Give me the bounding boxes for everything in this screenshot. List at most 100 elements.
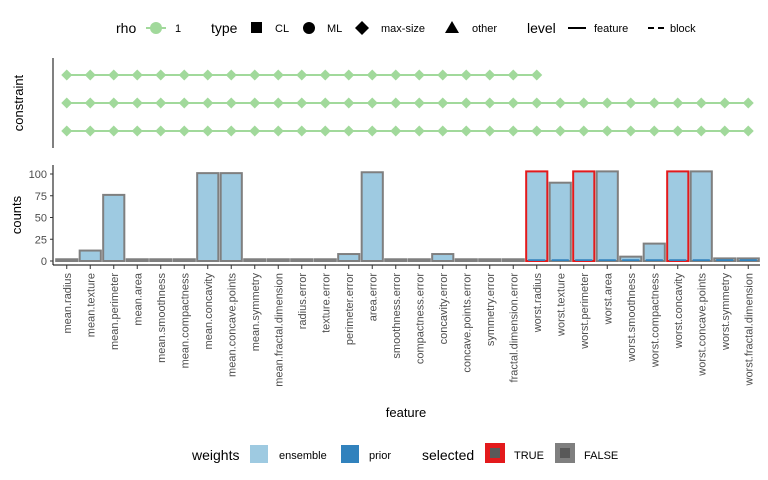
constraint-point-r3-worst.perimeter — [578, 125, 590, 137]
legend-type-ml-label: ML — [327, 23, 342, 35]
constraint-point-r1-symmetry.error — [484, 69, 496, 81]
xtick-label-mean.compactness: mean.compactness — [179, 273, 191, 369]
constraint-point-r3-worst.concave.points — [695, 125, 707, 137]
xtick-label-worst.concave.points: worst.concave.points — [696, 273, 708, 377]
constraint-point-r3-mean.compactness — [178, 125, 190, 137]
ytick-label-0: 0 — [41, 256, 47, 268]
constraint-point-r2-worst.concavity — [672, 97, 684, 109]
xtick-label-mean.fractal.dimension: mean.fractal.dimension — [273, 273, 285, 387]
constraint-point-r1-mean.fractal.dimension — [272, 69, 284, 81]
constraint-point-r2-fractal.dimension.error — [507, 97, 519, 109]
legend-level-block-label: block — [670, 23, 696, 35]
constraint-point-r2-worst.perimeter — [578, 97, 590, 109]
legend-weights-ensemble-label: ensemble — [279, 450, 327, 462]
constraint-point-r2-mean.compactness — [178, 97, 190, 109]
constraint-point-r2-mean.smoothness — [155, 97, 167, 109]
bar-ensemble-worst.concavity — [666, 170, 690, 262]
bar-ensemble-worst.texture — [548, 181, 572, 262]
constraint-point-r3-worst.smoothness — [625, 125, 637, 137]
xtick-label-mean.symmetry: mean.symmetry — [250, 273, 262, 352]
xtick-label-concavity.error: concavity.error — [438, 273, 450, 345]
xtick-label-compactness.error: compactness.error — [414, 273, 426, 364]
legend-type-diamond-icon — [355, 21, 369, 35]
constraint-point-r3-mean.texture — [84, 125, 96, 137]
constraint-point-r3-area.error — [366, 125, 378, 137]
counts-panel: counts 0 25 50 75 100 mean.radius mean.textur… — [9, 165, 760, 420]
xtick-label-worst.perimeter: worst.perimeter — [579, 273, 591, 350]
constraint-point-r3-worst.compactness — [648, 125, 660, 137]
xtick-label-area.error: area.error — [367, 273, 379, 322]
constraint-point-r2-mean.concave.points — [225, 97, 237, 109]
constraint-point-r1-mean.radius — [61, 69, 73, 81]
xtick-label-worst.symmetry: worst.symmetry — [720, 273, 732, 352]
legend-weights-ensemble-key — [250, 445, 268, 463]
xtick-label-fractal.dimension.error: fractal.dimension.error — [508, 273, 520, 383]
constraint-point-r1-area.error — [366, 69, 378, 81]
bar-ensemble-mean.fractal.dimension — [266, 258, 290, 263]
constraint-point-r1-compactness.error — [413, 69, 425, 81]
bar-ensemble-mean.perimeter — [102, 193, 126, 263]
constraint-point-r2-worst.radius — [531, 97, 543, 109]
constraint-point-r2-concave.points.error — [460, 97, 472, 109]
bar-prior-worst.concave.points — [692, 259, 710, 261]
ytick-label-100: 100 — [29, 169, 47, 181]
constraint-point-r1-mean.concavity — [202, 69, 214, 81]
constraint-point-r3-concavity.error — [437, 125, 449, 137]
constraint-point-r3-compactness.error — [413, 125, 425, 137]
constraint-point-r2-perimeter.error — [343, 97, 355, 109]
xtick-label-symmetry.error: symmetry.error — [485, 273, 497, 346]
ytick-label-75: 75 — [35, 191, 47, 203]
constraint-point-r1-radius.error — [296, 69, 308, 81]
constraint-point-r3-mean.perimeter — [108, 125, 120, 137]
constraint-point-r3-symmetry.error — [484, 125, 496, 137]
constraint-point-r2-worst.concave.points — [695, 97, 707, 109]
bar-prior-worst.area — [598, 259, 616, 261]
legend-top: rho 1 type CL ML max-size other level fe… — [116, 20, 696, 36]
constraint-point-r1-smoothness.error — [390, 69, 402, 81]
constraint-point-r1-mean.texture — [84, 69, 96, 81]
legend-selected-title: selected — [422, 447, 474, 463]
constraint-point-r3-perimeter.error — [343, 125, 355, 137]
constraint-point-r1-mean.compactness — [178, 69, 190, 81]
bar-prior-worst.radius — [528, 259, 546, 261]
constraint-point-r2-compactness.error — [413, 97, 425, 109]
constraint-point-r2-worst.symmetry — [719, 97, 731, 109]
constraint-point-r3-mean.smoothness — [155, 125, 167, 137]
constraint-point-r1-perimeter.error — [343, 69, 355, 81]
legend-selected-true-inner — [490, 448, 500, 458]
counts-ylabel: counts — [9, 195, 24, 234]
xtick-label-radius.error: radius.error — [297, 273, 309, 330]
constraint-point-r2-mean.perimeter — [108, 97, 120, 109]
constraint-point-r2-texture.error — [319, 97, 331, 109]
legend-rho-label: 1 — [175, 23, 181, 35]
constraint-point-r2-worst.compactness — [648, 97, 660, 109]
constraint-point-r2-mean.area — [131, 97, 143, 109]
constraint-point-r2-smoothness.error — [390, 97, 402, 109]
xtick-label-mean.smoothness: mean.smoothness — [156, 273, 168, 363]
legend-level-feature-label: feature — [594, 23, 628, 35]
xtick-label-mean.concave.points: mean.concave.points — [226, 273, 238, 377]
bar-ensemble-mean.compactness — [172, 258, 196, 263]
constraint-point-r3-smoothness.error — [390, 125, 402, 137]
constraint-point-r3-texture.error — [319, 125, 331, 137]
bar-ensemble-smoothness.error — [384, 258, 408, 263]
bar-ensemble-mean.radius — [55, 258, 79, 263]
bar-prior-worst.concavity — [669, 259, 687, 261]
legend-selected-true-label: TRUE — [514, 450, 544, 462]
bar-ensemble-worst.radius — [525, 170, 549, 262]
constraint-point-r3-mean.concave.points — [225, 125, 237, 137]
bar-ensemble-perimeter.error — [337, 253, 361, 262]
bar-prior-worst.smoothness — [622, 259, 640, 261]
legend-weights-title: weights — [191, 447, 239, 463]
bar-ensemble-mean.smoothness — [149, 258, 173, 263]
ytick-label-50: 50 — [35, 213, 47, 225]
constraint-point-r3-mean.symmetry — [249, 125, 261, 137]
xtick-label-mean.concavity: mean.concavity — [203, 273, 215, 350]
constraint-point-r2-mean.concavity — [202, 97, 214, 109]
bar-ensemble-symmetry.error — [478, 258, 502, 263]
bar-ensemble-mean.area — [125, 258, 149, 263]
constraint-point-r2-worst.area — [601, 97, 613, 109]
constraint-point-r2-concavity.error — [437, 97, 449, 109]
bar-ensemble-worst.concave.points — [689, 170, 713, 262]
constraint-point-r3-mean.fractal.dimension — [272, 125, 284, 137]
